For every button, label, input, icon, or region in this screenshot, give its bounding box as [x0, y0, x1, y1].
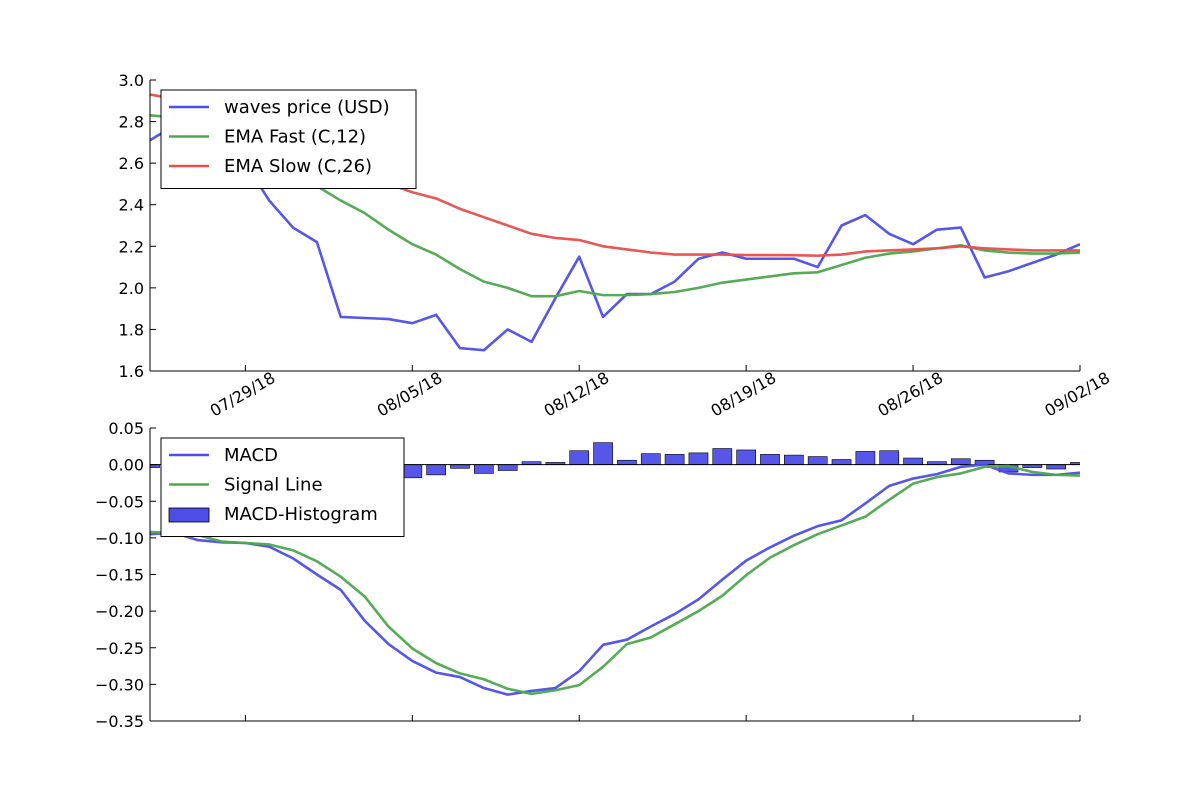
macd-chart: 0.05 0.00 −0.05 −0.10 −0.15 −0.20 −0.25 −0.30 −0… [95, 419, 1081, 731]
legend-entry-ema-fast-c-12: EMA Fast (C,12) [224, 127, 366, 148]
macd-histogram-bar [569, 450, 590, 465]
macd-histogram-bar [497, 464, 518, 471]
macd-histogram-bar [593, 442, 613, 465]
x-tick-label: 08/26/18 [874, 368, 946, 420]
y-tick-label: 1.8 [119, 320, 144, 339]
signal-line-line [150, 464, 1080, 696]
macd-histogram-bar [426, 464, 446, 476]
macd-histogram-bar [640, 453, 661, 465]
macd-histogram-bar [1046, 464, 1066, 470]
macd-histogram-bar [879, 450, 900, 465]
x-tick-label: 08/19/18 [708, 368, 780, 420]
macd-histogram-bar [831, 459, 852, 465]
y-tick-label: −0.20 [95, 602, 144, 621]
x-tick-label: 09/02/18 [1041, 368, 1113, 420]
macd-histogram-bar [450, 464, 470, 469]
macd-histogram-bar [855, 451, 876, 465]
price-legend: waves price (USD) EMA Fast (C,12) EMA Slow… [160, 89, 417, 189]
macd-histogram-bar [903, 457, 923, 465]
y-tick-label: −0.35 [95, 712, 144, 731]
macd-legend: MACD Signal Line MACD-Histogram [160, 437, 405, 537]
macd-line [150, 463, 1080, 696]
y-tick-label: −0.10 [95, 529, 144, 548]
x-tick-label: 08/05/18 [374, 368, 446, 420]
macd-histogram-bar [736, 449, 756, 465]
y-tick-label: −0.05 [95, 492, 144, 511]
macd-histogram-bar [617, 459, 637, 465]
macd-histogram-bar [807, 456, 828, 465]
y-tick-label: 3.0 [119, 71, 144, 90]
macd-histogram-bar [950, 458, 971, 465]
y-tick-label: −0.30 [95, 675, 144, 694]
y-tick-label: 1.6 [119, 362, 144, 381]
x-tick-label: 07/29/18 [207, 368, 279, 420]
y-tick-label: 2.8 [119, 113, 144, 132]
y-tick-label: 2.6 [119, 154, 144, 173]
macd-histogram-bar [712, 448, 733, 465]
y-tick-label: 2.0 [119, 279, 144, 298]
y-tick-label: 0.05 [108, 419, 144, 438]
macd-axes: 0.05 0.00 −0.05 −0.10 −0.15 −0.20 −0.25 −0.30 −0… [95, 419, 1081, 731]
macd-histogram-bar [474, 464, 494, 474]
legend-entry-macd: MACD [224, 445, 278, 466]
price-ema-chart: 1.6 1.8 2.0 2.2 2.4 2.6 2.8 3.0 07/29/18 08/05/18… [119, 71, 1114, 420]
waves-price-usd-line [150, 124, 1080, 352]
macd-histogram-bar [402, 464, 423, 479]
y-tick-label: 2.4 [119, 196, 144, 215]
y-tick-label: 0.00 [108, 456, 144, 475]
legend-entry-macd-histogram: MACD-Histogram [224, 504, 378, 525]
macd-histogram-bar [664, 454, 685, 465]
legend-entry-waves-price-usd: waves price (USD) [224, 97, 390, 118]
y-tick-label: −0.15 [95, 566, 144, 585]
x-tick-label: 08/12/18 [541, 368, 613, 420]
legend-entry-signal-line: Signal Line [224, 475, 323, 496]
legend-entry-ema-slow-c-26: EMA Slow (C,26) [224, 156, 372, 177]
macd-histogram-bar [784, 454, 804, 465]
legend-swatch [168, 507, 210, 523]
y-tick-label: −0.25 [95, 639, 144, 658]
y-tick-label: 2.2 [119, 237, 144, 256]
macd-histogram-bar [688, 452, 709, 465]
macd-histogram-bar [760, 454, 780, 465]
